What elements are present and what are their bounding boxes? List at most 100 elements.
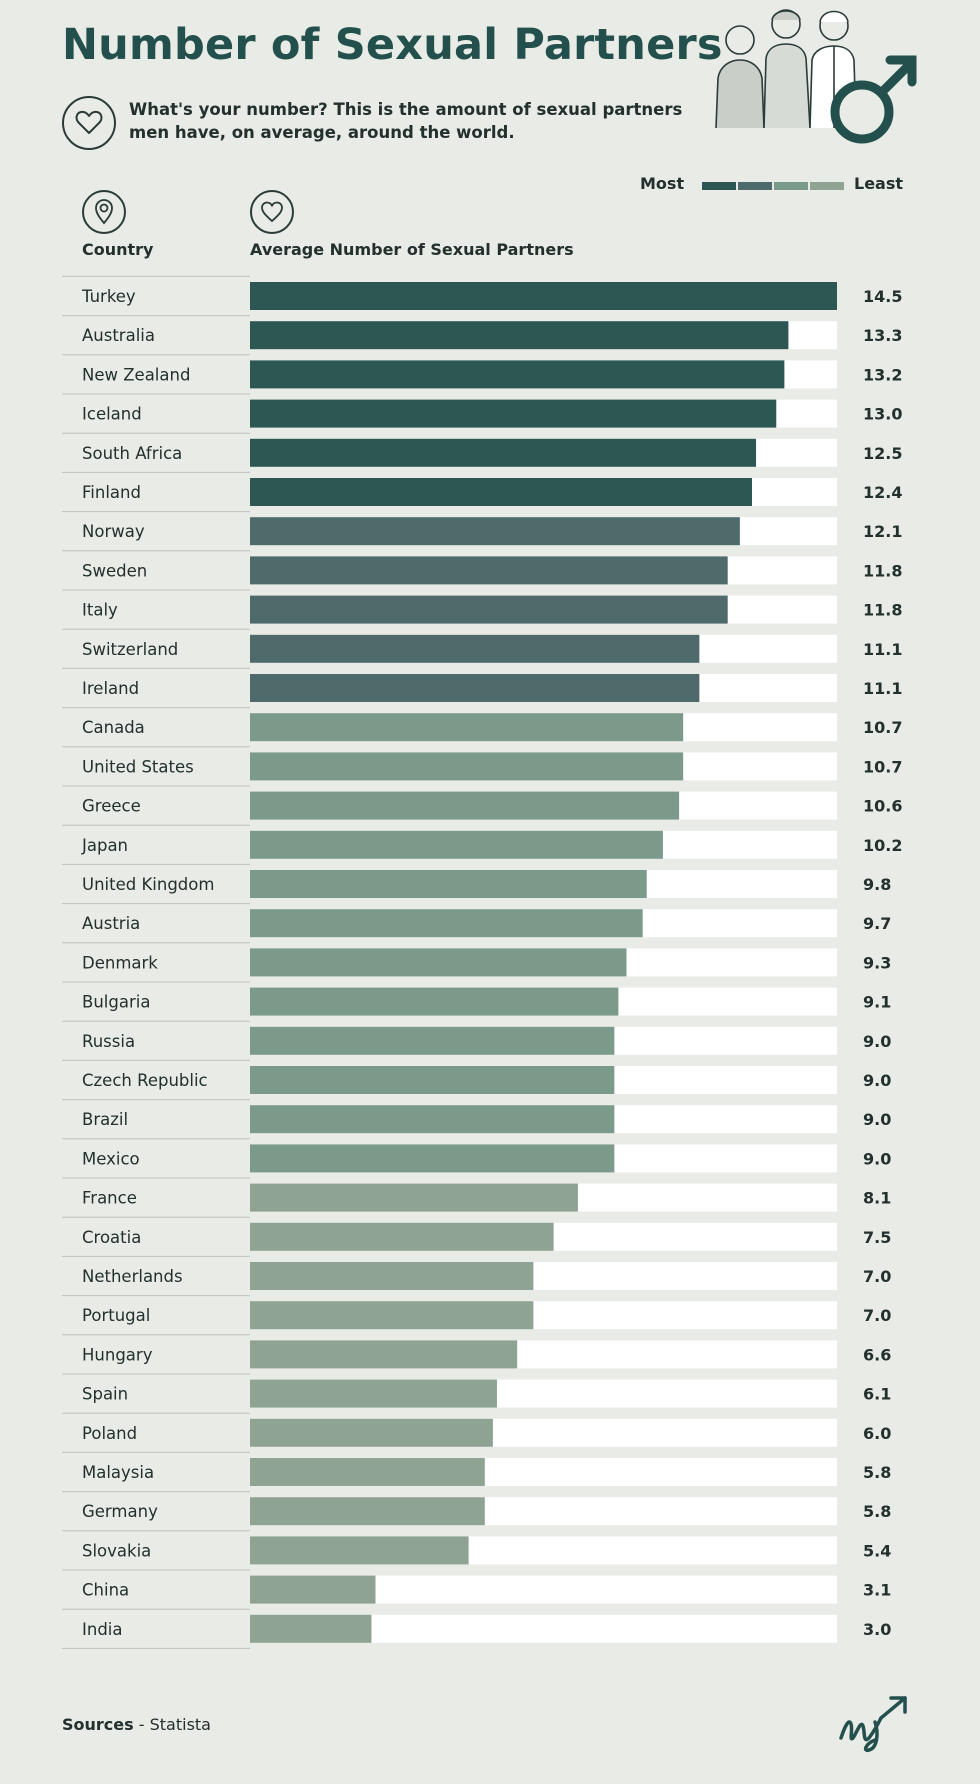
value-label: 9.0 [863, 1071, 891, 1090]
value-label: 14.5 [863, 287, 902, 306]
value-label: 3.0 [863, 1620, 891, 1639]
heart-icon [250, 190, 294, 234]
value-label: 6.6 [863, 1345, 891, 1364]
category-label: United Kingdom [82, 875, 214, 894]
value-label: 10.6 [863, 797, 902, 816]
bar [250, 870, 647, 898]
category-label: Malaysia [82, 1463, 154, 1482]
legend-swatch [810, 182, 844, 190]
chart-subtitle: What's your number? This is the amount o… [129, 100, 683, 142]
bar [250, 517, 740, 546]
value-label: 5.4 [863, 1541, 891, 1560]
category-label: Croatia [82, 1228, 141, 1247]
category-label: Switzerland [82, 640, 178, 659]
category-label: Netherlands [82, 1267, 183, 1286]
category-label: France [82, 1189, 137, 1208]
category-label: Sweden [82, 561, 147, 580]
bar [250, 1575, 376, 1604]
category-label: New Zealand [82, 365, 190, 384]
category-label: Italy [82, 601, 118, 620]
bar [250, 360, 785, 389]
category-label: Finland [82, 483, 141, 502]
bar [250, 399, 777, 428]
bar [250, 438, 757, 467]
value-label: 7.0 [863, 1306, 891, 1325]
category-label: Mexico [82, 1149, 140, 1168]
value-label: 10.7 [863, 718, 902, 737]
value-label: 6.1 [863, 1385, 891, 1404]
bar [250, 1458, 485, 1486]
bar [250, 321, 789, 350]
category-label: Iceland [82, 405, 142, 424]
signature-logo-icon [835, 1688, 915, 1758]
category-label: Brazil [82, 1110, 128, 1129]
bar [250, 282, 837, 310]
value-label: 13.0 [863, 405, 902, 424]
category-label: Turkey [81, 287, 136, 306]
category-label: Hungary [82, 1345, 153, 1364]
value-label: 5.8 [863, 1502, 891, 1521]
value-label: 12.1 [863, 522, 902, 541]
category-label: Australia [82, 326, 155, 345]
value-label: 9.3 [863, 953, 891, 972]
value-label: 3.1 [863, 1581, 891, 1600]
value-label: 9.1 [863, 993, 891, 1012]
bar [250, 948, 627, 977]
value-label: 11.8 [863, 601, 902, 620]
value-label: 9.8 [863, 875, 891, 894]
bar [250, 830, 663, 859]
value-label: 9.0 [863, 1110, 891, 1129]
category-label: Ireland [82, 679, 139, 698]
bar [250, 713, 684, 742]
value-label: 13.3 [863, 326, 902, 345]
value-label: 10.2 [863, 836, 902, 855]
category-label: Germany [82, 1502, 158, 1521]
sources: Sources - Statista [62, 1715, 211, 1734]
value-label: 9.0 [863, 1032, 891, 1051]
sources-separator: - [133, 1715, 150, 1734]
category-label: Portugal [82, 1306, 150, 1325]
category-label: China [82, 1581, 129, 1600]
legend-swatch [738, 182, 772, 190]
legend-swatch [774, 182, 808, 190]
bar [250, 1026, 615, 1055]
value-label: 12.5 [863, 444, 902, 463]
location-pin-icon [82, 190, 126, 234]
bar [250, 1066, 615, 1094]
bar [250, 595, 728, 624]
value-label: 10.7 [863, 757, 902, 776]
bar [250, 1497, 485, 1526]
male-symbol-icon [694, 0, 926, 150]
category-label: Slovakia [82, 1541, 151, 1560]
value-label: 13.2 [863, 365, 902, 384]
category-label: South Africa [82, 444, 182, 463]
value-label: 9.7 [863, 914, 891, 933]
bar [250, 1262, 534, 1290]
value-label: 11.1 [863, 640, 902, 659]
value-label: 5.8 [863, 1463, 891, 1482]
category-label: Denmark [82, 953, 158, 972]
bar [250, 1105, 615, 1134]
column-header-country: Country [82, 240, 154, 259]
bar [250, 1340, 518, 1369]
legend-most-label: Most [640, 174, 685, 193]
chart-title: Number of Sexual Partners [62, 20, 723, 70]
value-label: 9.0 [863, 1149, 891, 1168]
sources-value: Statista [149, 1715, 211, 1734]
heart-icon [62, 96, 116, 150]
column-header-partners: Average Number of Sexual Partners [250, 240, 574, 259]
bar [250, 1536, 469, 1565]
bar [250, 1379, 497, 1408]
category-label: United States [82, 757, 194, 776]
category-label: Greece [82, 797, 141, 816]
bar [250, 791, 680, 820]
bar [250, 478, 752, 506]
category-label: Japan [81, 836, 128, 855]
bar [250, 1614, 372, 1643]
category-label: Russia [82, 1032, 135, 1051]
bar [250, 987, 619, 1016]
bar [250, 556, 728, 585]
bar [250, 1301, 534, 1330]
category-label: Norway [82, 522, 145, 541]
legend-swatch [702, 182, 736, 190]
